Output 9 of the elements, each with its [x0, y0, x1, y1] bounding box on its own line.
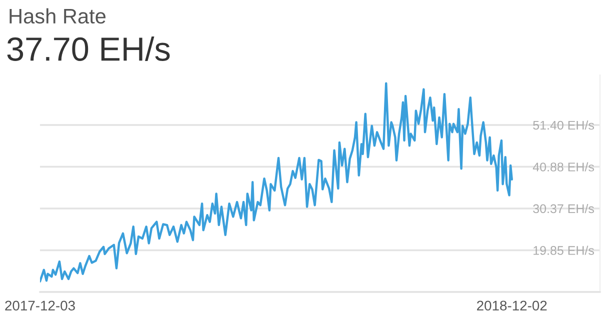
y-tick-label: 30.37 EH/s — [533, 204, 594, 214]
chart-subtitle: 37.70 EH/s — [7, 36, 170, 61]
y-tick-label: 19.85 EH/s — [534, 246, 594, 255]
x-tick-label: 2017-12-03 — [5, 300, 75, 311]
y-tick-label: 40.88 EH/s — [532, 162, 594, 172]
line-series — [40, 82, 513, 283]
y-tick-label: 51.40 EH/s — [533, 120, 594, 130]
chart-title: Hash Rate — [10, 8, 106, 24]
x-tick-label: 2018-12-02 — [477, 300, 547, 311]
